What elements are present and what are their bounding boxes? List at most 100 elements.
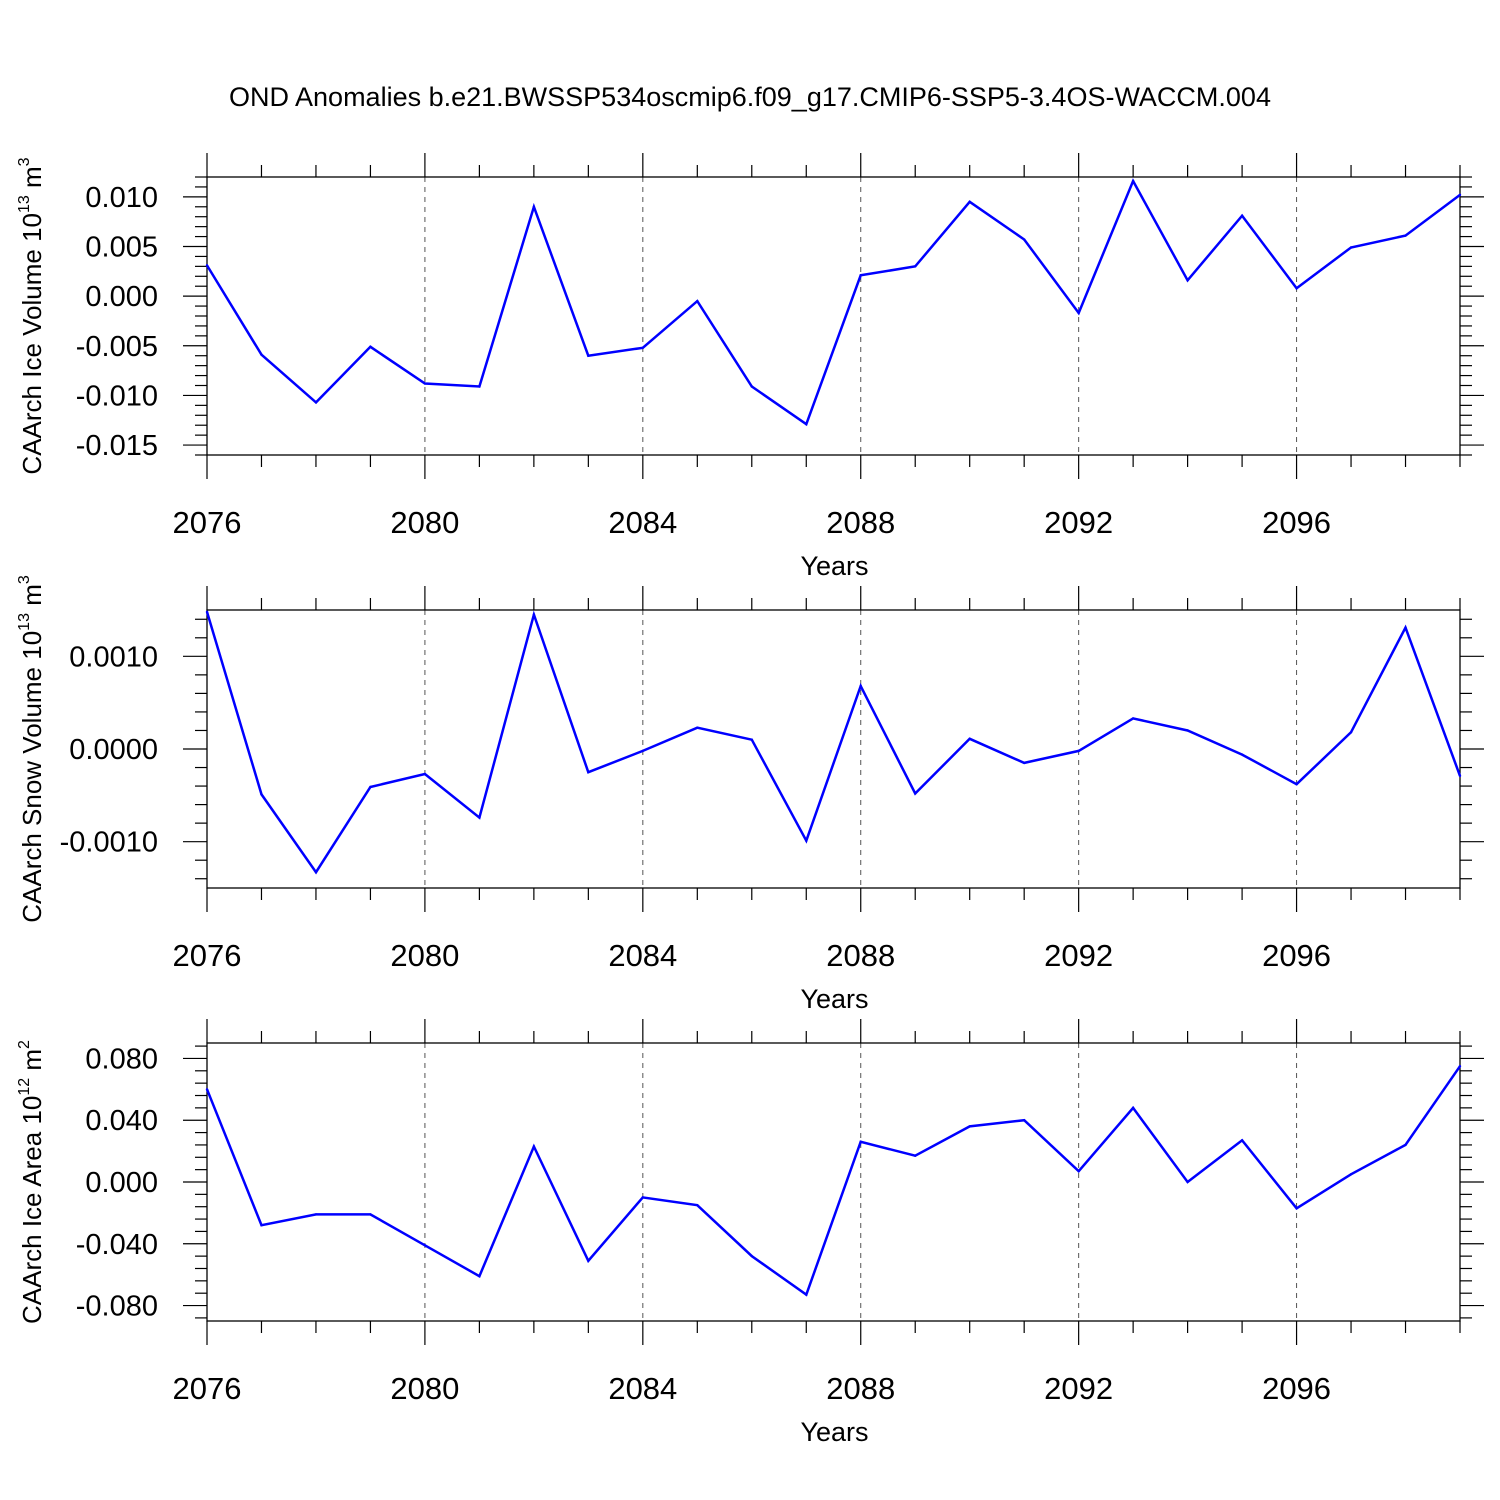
data-point xyxy=(260,1224,263,1227)
y-tick-label: 0.0000 xyxy=(69,734,158,766)
data-point xyxy=(805,839,808,842)
data-point xyxy=(859,684,862,688)
x-tick-label: 2088 xyxy=(826,1371,895,1406)
x-tick-label: 2096 xyxy=(1262,938,1331,973)
data-point xyxy=(369,345,372,348)
series-line xyxy=(205,610,1462,875)
y-tick-label: 0.010 xyxy=(85,182,158,214)
y-tick-label: -0.040 xyxy=(76,1229,158,1261)
y-tick-label: 0.040 xyxy=(85,1105,158,1137)
y-tick-label: 0.000 xyxy=(85,1167,158,1199)
data-point xyxy=(1458,774,1462,778)
data-point xyxy=(1077,1169,1080,1173)
data-point xyxy=(1295,287,1298,290)
data-point xyxy=(641,346,645,349)
panel-2: 0.0010 0.0000 -0.0010 2076 2080 2084 2088 2092 2… xyxy=(16,575,1484,1014)
x-tick-label: 2076 xyxy=(173,938,242,973)
data-point xyxy=(478,1275,481,1278)
panel-1: 0.010 0.005 0.000 -0.005 -0.010 -0.015 2076 208… xyxy=(16,153,1484,581)
x-tick-label: 2092 xyxy=(1044,1371,1113,1406)
data-point xyxy=(478,385,481,388)
data-point xyxy=(805,423,808,426)
data-point xyxy=(260,793,263,796)
data-point xyxy=(1240,214,1244,217)
data-point xyxy=(1131,179,1135,183)
x-tick-label: 2088 xyxy=(826,505,895,540)
data-point xyxy=(423,382,427,385)
y-axis-label: CAArch Snow Volume 1013 m3 xyxy=(16,575,47,923)
x-axis-label: Years xyxy=(800,984,868,1014)
data-point xyxy=(1077,311,1080,315)
data-point xyxy=(1349,1173,1353,1176)
data-point xyxy=(1458,193,1462,197)
data-point xyxy=(205,1088,209,1091)
data-point xyxy=(805,1293,808,1296)
y-tick-label: 0.000 xyxy=(85,281,158,313)
data-point xyxy=(314,1213,318,1216)
data-point xyxy=(314,401,318,404)
series-line xyxy=(205,178,1461,427)
data-point xyxy=(641,749,645,753)
y-tick-label: 0.005 xyxy=(85,232,158,264)
data-point xyxy=(1186,729,1189,732)
x-tick-label: 2080 xyxy=(390,1371,459,1406)
x-tick-label: 2088 xyxy=(826,938,895,973)
data-point xyxy=(423,772,427,776)
y-tick-label: -0.015 xyxy=(76,430,158,462)
data-point xyxy=(314,871,318,874)
y-tick-label: -0.005 xyxy=(76,331,158,363)
data-point xyxy=(1404,234,1407,237)
data-point xyxy=(1186,279,1189,282)
y-axis-label: CAArch Ice Area 1012 m2 xyxy=(16,1040,47,1324)
x-tick-label: 2080 xyxy=(390,505,459,540)
data-point xyxy=(1022,238,1026,241)
data-point xyxy=(1404,626,1407,629)
data-point xyxy=(696,726,699,729)
panel-3: 0.080 0.040 0.000 -0.040 -0.080 2076 2080 2084 2… xyxy=(16,1019,1484,1447)
data-point xyxy=(968,200,971,204)
x-tick-label: 2084 xyxy=(608,505,677,540)
x-tick-label: 2092 xyxy=(1044,505,1113,540)
x-tick-label: 2096 xyxy=(1262,505,1331,540)
data-point xyxy=(587,1259,590,1262)
data-point xyxy=(1077,749,1080,753)
plot-frame xyxy=(206,1042,1461,1322)
data-point xyxy=(1458,1064,1462,1068)
data-point xyxy=(750,738,753,741)
data-point xyxy=(1022,1119,1026,1122)
data-point xyxy=(641,1196,645,1199)
y-tick-label: -0.0010 xyxy=(60,827,158,859)
data-point xyxy=(1186,1180,1189,1184)
data-point xyxy=(1349,731,1353,734)
data-point xyxy=(205,610,209,614)
x-axis-label: Years xyxy=(800,1417,868,1447)
data-point xyxy=(1022,761,1026,765)
data-point xyxy=(750,385,753,388)
x-axis-label: Years xyxy=(800,551,868,581)
y-tick-label: 0.080 xyxy=(85,1043,158,1075)
data-point xyxy=(1131,1106,1135,1110)
data-point xyxy=(1295,1207,1298,1210)
data-point xyxy=(1240,753,1244,756)
y-tick-label: -0.080 xyxy=(76,1291,158,1323)
data-point xyxy=(968,1125,971,1128)
y-tick-label: 0.0010 xyxy=(69,641,158,673)
x-tick-label: 2076 xyxy=(173,505,242,540)
data-point xyxy=(914,792,917,795)
data-point xyxy=(423,1244,427,1247)
data-point xyxy=(914,265,917,268)
data-point xyxy=(1240,1139,1244,1142)
data-point xyxy=(914,1154,917,1157)
y-tick-label: -0.010 xyxy=(76,380,158,412)
data-point xyxy=(859,1140,862,1144)
data-point xyxy=(478,816,481,819)
x-tick-label: 2092 xyxy=(1044,938,1113,973)
data-point xyxy=(587,770,590,774)
data-point xyxy=(532,1145,536,1148)
data-point xyxy=(205,264,209,267)
x-tick-label: 2080 xyxy=(390,938,459,973)
data-point xyxy=(696,1203,699,1207)
data-point xyxy=(750,1254,753,1258)
data-point xyxy=(260,353,263,356)
